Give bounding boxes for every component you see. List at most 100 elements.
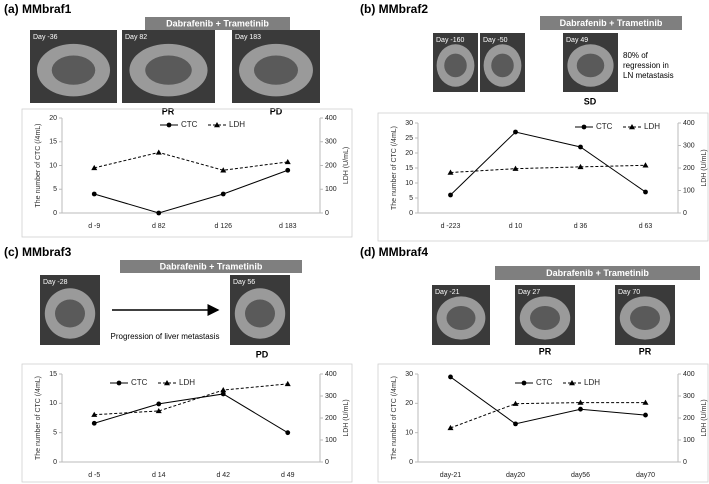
panel: (b) MMbraf2 Dabrafenib + Trametinib Day -1… xyxy=(360,2,709,242)
point xyxy=(155,149,162,155)
legend-label: CTC xyxy=(181,120,198,129)
point xyxy=(91,164,98,171)
legend-marker xyxy=(164,380,170,386)
image-day-label: Day 82 xyxy=(125,34,147,41)
y2-tick-label: 100 xyxy=(683,437,695,444)
legend-label: LDH xyxy=(644,122,660,131)
point xyxy=(220,191,226,197)
chart-frame xyxy=(377,363,709,483)
legend-label: CTC xyxy=(131,378,148,387)
y-tick-label: 30 xyxy=(405,120,413,127)
y-tick-label: 10 xyxy=(49,400,57,407)
x-tick-label: day-21 xyxy=(440,472,462,479)
x-tick-label: d -5 xyxy=(88,472,100,479)
point xyxy=(156,210,162,216)
x-tick-label: d -9 xyxy=(88,223,100,230)
ct-organ xyxy=(51,55,96,85)
panel-title: (d) MMbraf4 xyxy=(360,245,428,259)
panel: (d) MMbraf4 Dabrafenib + Trametinib Day -2… xyxy=(360,245,709,483)
point xyxy=(448,374,453,380)
point xyxy=(155,407,162,414)
treatment-banner xyxy=(120,260,302,273)
ct-organ xyxy=(630,306,660,330)
y2-axis-label: LDH (U/mL) xyxy=(343,147,350,184)
y-tick-label: 0 xyxy=(53,459,57,466)
ct-organ xyxy=(254,55,298,85)
x-tick-label: day70 xyxy=(636,472,655,479)
y-tick-label: 15 xyxy=(49,371,57,378)
image-day-label: Day 27 xyxy=(518,289,540,296)
y2-tick-label: 0 xyxy=(325,210,329,217)
point xyxy=(285,167,291,173)
point xyxy=(642,162,649,168)
image-day-label: Day -50 xyxy=(483,37,508,44)
y-tick-label: 15 xyxy=(405,165,413,172)
x-tick-label: d 63 xyxy=(639,223,653,230)
y2-tick-label: 0 xyxy=(683,459,687,466)
point xyxy=(91,411,98,417)
series-line xyxy=(450,164,646,173)
annotation: 80% of xyxy=(623,51,649,60)
y2-axis-label: LDH (U/mL) xyxy=(343,399,350,436)
y2-tick-label: 400 xyxy=(325,371,337,378)
treatment-banner xyxy=(145,17,290,30)
x-tick-label: d -223 xyxy=(441,223,461,230)
legend-label: LDH xyxy=(229,120,245,129)
y2-tick-label: 200 xyxy=(683,165,695,172)
treatment-label: Dabrafenib + Trametinib xyxy=(546,268,649,278)
ct-organ xyxy=(145,55,192,85)
series-line xyxy=(94,393,289,434)
treatment-label: Dabrafenib + Trametinib xyxy=(166,18,269,28)
response-label: SD xyxy=(584,96,597,106)
point xyxy=(643,189,648,195)
point xyxy=(285,430,291,436)
y-axis-label: The number of CTC (/4mL) xyxy=(35,123,42,207)
y-tick-label: 10 xyxy=(405,430,413,437)
chart-frame xyxy=(21,363,353,483)
series-line xyxy=(94,151,288,171)
ct-organ xyxy=(55,299,85,328)
point xyxy=(513,421,518,427)
image-day-label: Day 183 xyxy=(235,34,261,41)
y2-tick-label: 200 xyxy=(683,415,695,422)
x-tick-label: d 10 xyxy=(509,223,523,230)
y-tick-label: 20 xyxy=(405,400,413,407)
point xyxy=(578,406,583,412)
y-tick-label: 20 xyxy=(49,115,57,122)
point xyxy=(220,391,226,397)
panel: (c) MMbraf3 Dabrafenib + Trametinib Day -2… xyxy=(4,245,353,483)
point xyxy=(220,167,227,173)
panel-title: (a) MMbraf1 xyxy=(4,2,72,16)
chart-frame xyxy=(21,108,353,238)
y2-axis-label: LDH (U/mL) xyxy=(701,149,708,186)
point xyxy=(447,424,454,431)
y-axis-label: The number of CTC (/4mL) xyxy=(391,376,398,460)
y2-tick-label: 400 xyxy=(683,120,695,127)
x-tick-label: d 42 xyxy=(216,472,230,479)
legend-label: CTC xyxy=(596,122,613,131)
y2-tick-label: 300 xyxy=(325,139,337,146)
x-tick-label: d 36 xyxy=(574,223,588,230)
image-day-label: Day -21 xyxy=(435,289,460,296)
y2-tick-label: 200 xyxy=(325,415,337,422)
y2-tick-label: 400 xyxy=(683,371,695,378)
series-line xyxy=(94,383,288,416)
y-tick-label: 20 xyxy=(405,150,413,157)
y2-tick-label: 300 xyxy=(683,393,695,400)
y-tick-label: 30 xyxy=(405,371,413,378)
image-day-label: Day -36 xyxy=(33,34,58,41)
y-tick-label: 10 xyxy=(405,180,413,187)
point xyxy=(447,169,454,175)
y2-tick-label: 400 xyxy=(325,115,337,122)
point xyxy=(91,191,97,197)
y2-tick-label: 100 xyxy=(325,437,337,444)
image-day-label: Day 70 xyxy=(618,289,640,296)
image-day-label: Day -28 xyxy=(43,279,68,286)
x-tick-label: d 49 xyxy=(281,472,295,479)
ct-organ xyxy=(530,306,560,330)
point xyxy=(513,129,518,135)
series-line xyxy=(450,402,646,429)
point xyxy=(284,158,291,165)
image-day-label: Day 49 xyxy=(566,37,588,44)
